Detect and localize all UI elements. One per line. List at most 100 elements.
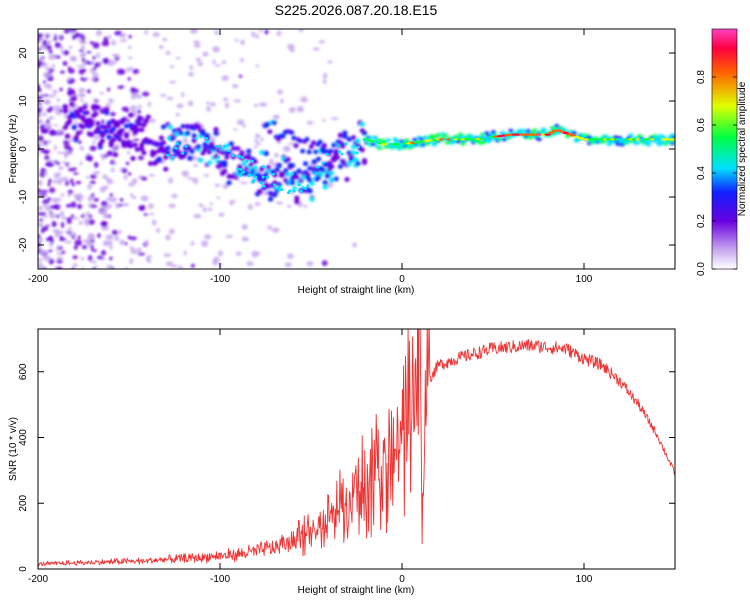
heatmap-cell (189, 149, 195, 154)
heatmap-cell (93, 111, 99, 117)
heatmap-cell (56, 151, 64, 155)
heatmap-cell (190, 29, 198, 34)
heatmap-cell (214, 30, 219, 35)
heatmap-cell (99, 138, 106, 144)
heatmap-cell (162, 37, 168, 42)
heatmap-cell (280, 98, 284, 104)
heatmap-cell (157, 40, 164, 45)
heatmap-cell (165, 153, 170, 157)
heatmap-cell (99, 153, 106, 158)
snr-ylabel: SNR (10 * v/v) (8, 417, 19, 481)
heatmap-cell (324, 173, 330, 179)
heatmap-cell (171, 193, 178, 199)
heatmap-cell (91, 249, 98, 252)
heatmap-cell (122, 203, 130, 207)
heatmap-cell (190, 241, 195, 246)
heatmap-cell (137, 109, 141, 114)
heatmap-cell (163, 166, 169, 172)
heatmap-cell (123, 173, 128, 181)
heatmap-cell (532, 128, 538, 133)
heatmap-cell (53, 124, 59, 127)
heatmap-cell (38, 179, 43, 187)
heatmap-cell (337, 133, 344, 138)
heatmap-cell (224, 154, 230, 160)
heatmap-cell (110, 235, 114, 240)
heatmap-cell (350, 150, 357, 156)
heatmap-cell (132, 68, 140, 74)
heatmap-cell (250, 159, 254, 163)
heatmap-cell (38, 145, 41, 152)
heatmap-cell (262, 184, 266, 188)
heatmap-cell (201, 240, 209, 247)
heatmap-cell (554, 123, 560, 128)
heatmap-cell (193, 213, 202, 219)
heatmap-cell (212, 46, 221, 53)
heatmap-cell (155, 227, 161, 233)
heatmap-cell (128, 56, 132, 60)
heatmap-cell (239, 173, 243, 177)
heatmap-cell (89, 260, 98, 264)
heatmap-cell (89, 174, 97, 179)
heatmap-cell (57, 159, 61, 163)
heatmap-cell (47, 182, 51, 187)
heatmap-cell (59, 108, 63, 113)
heatmap-cell (86, 89, 91, 94)
heatmap-cell (267, 129, 273, 135)
heatmap-cell (126, 119, 130, 123)
heatmap-cell (182, 150, 189, 156)
heatmap-cell (289, 130, 295, 135)
heatmap-cell (377, 146, 383, 150)
heatmap-cell (240, 156, 244, 159)
heatmap-cell (634, 141, 641, 145)
heatmap-cell (80, 77, 84, 81)
y-tick-label: 200 (18, 494, 29, 511)
heatmap-cell (547, 131, 555, 134)
heatmap-cell (112, 152, 119, 158)
heatmap-cell (282, 145, 291, 152)
heatmap-cell (265, 165, 272, 170)
heatmap-cell (117, 85, 125, 90)
heatmap-cell (202, 141, 208, 147)
heatmap-cell (132, 217, 136, 220)
heatmap-cell (78, 39, 83, 44)
heatmap-cell (51, 64, 56, 68)
heatmap-cell (64, 112, 68, 120)
heatmap-cell (38, 262, 43, 267)
heatmap-cell (192, 177, 199, 184)
y-tick-label: 0 (18, 566, 29, 572)
heatmap-cell (92, 42, 100, 49)
heatmap-cell (351, 159, 355, 163)
heatmap-cell (106, 151, 111, 155)
heatmap-cell (149, 212, 155, 216)
colorbar-label: Normalized spectral amplitude (737, 81, 748, 216)
heatmap-cell (460, 142, 466, 146)
heatmap-cell (49, 187, 56, 193)
heatmap-cell (297, 138, 303, 144)
heatmap-cell (75, 180, 82, 185)
heatmap-cell (59, 246, 63, 250)
heatmap-cell (261, 165, 266, 168)
heatmap-cell (370, 142, 376, 146)
heatmap-cell (84, 110, 90, 116)
heatmap-cell (80, 98, 84, 102)
heatmap-cell (89, 41, 94, 45)
heatmap-cell (121, 140, 127, 146)
heatmap-cell (104, 107, 110, 112)
heatmap-cell (188, 71, 194, 77)
heatmap-cell (355, 161, 361, 166)
heatmap-cell (59, 235, 63, 240)
heatmap-cell (501, 137, 507, 142)
heatmap-cell (412, 137, 418, 142)
heatmap-cell (42, 199, 47, 204)
heatmap-cell (671, 138, 675, 141)
colorbar-tick-label: 0.0 (696, 262, 707, 276)
heatmap-cell (216, 196, 220, 200)
heatmap-cell (148, 118, 156, 123)
heatmap-cell (73, 193, 81, 199)
heatmap-cell (103, 36, 109, 43)
heatmap-cell (482, 140, 488, 144)
heatmap-cell (175, 112, 180, 117)
heatmap-cell (102, 57, 110, 64)
heatmap-cell (128, 34, 132, 39)
heatmap-cell (140, 195, 149, 202)
